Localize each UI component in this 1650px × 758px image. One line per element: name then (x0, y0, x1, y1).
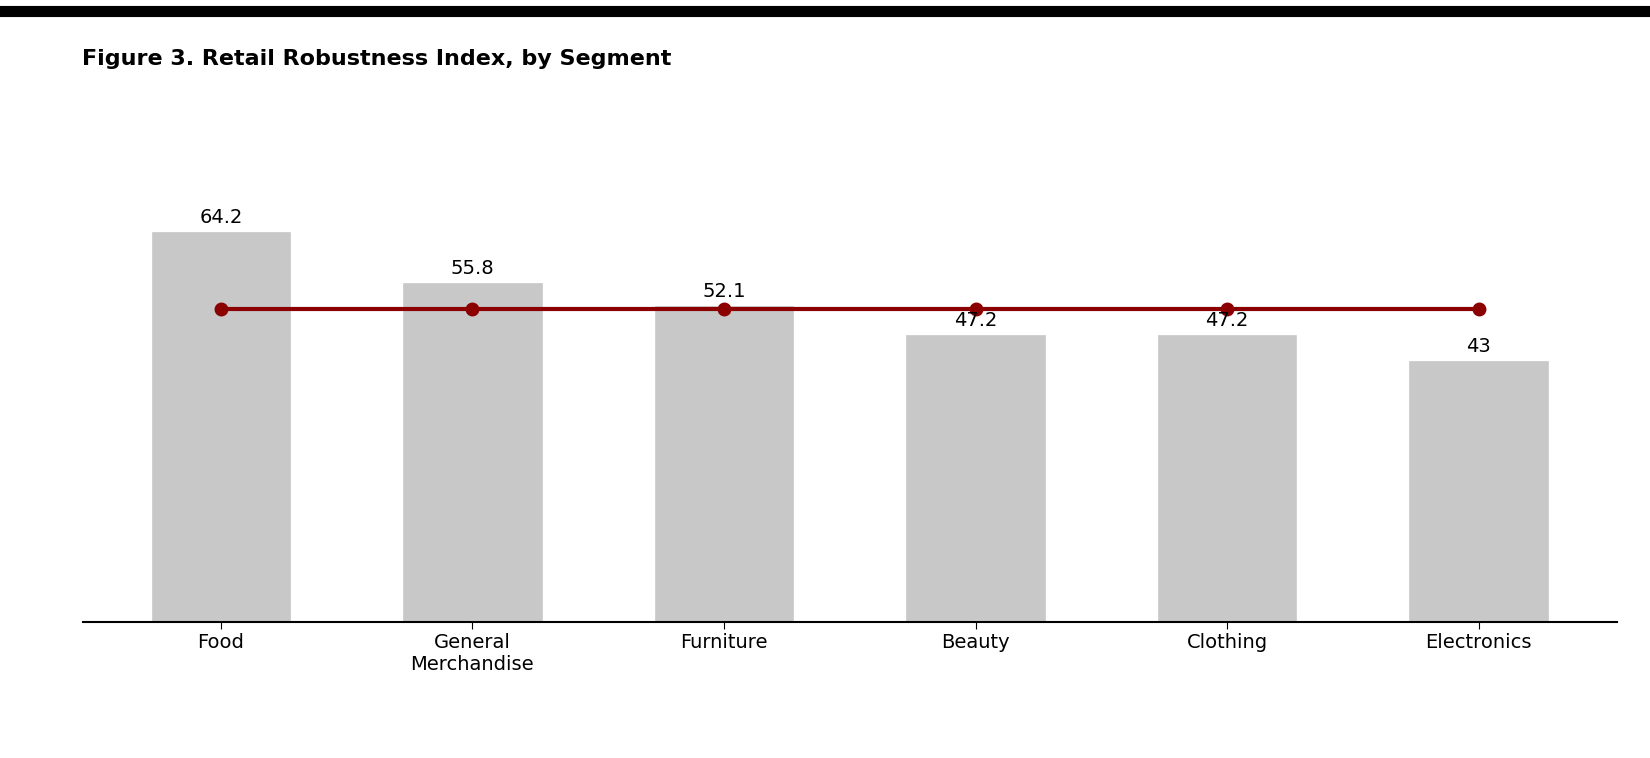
Legend: Segment Index, Average=51.5: Segment Index, Average=51.5 (624, 752, 1076, 758)
Text: Figure 3. Retail Robustness Index, by Segment: Figure 3. Retail Robustness Index, by Se… (82, 49, 672, 69)
Bar (152, 232, 290, 622)
Bar (1158, 335, 1297, 622)
Text: 64.2: 64.2 (200, 208, 243, 227)
Text: 47.2: 47.2 (954, 312, 997, 330)
Text: 55.8: 55.8 (450, 259, 495, 278)
Text: 47.2: 47.2 (1206, 312, 1249, 330)
Bar (1409, 361, 1548, 622)
Text: 52.1: 52.1 (703, 282, 746, 301)
Bar (403, 283, 541, 622)
Bar (655, 305, 794, 622)
Bar (906, 335, 1044, 622)
Text: 43: 43 (1467, 337, 1492, 356)
